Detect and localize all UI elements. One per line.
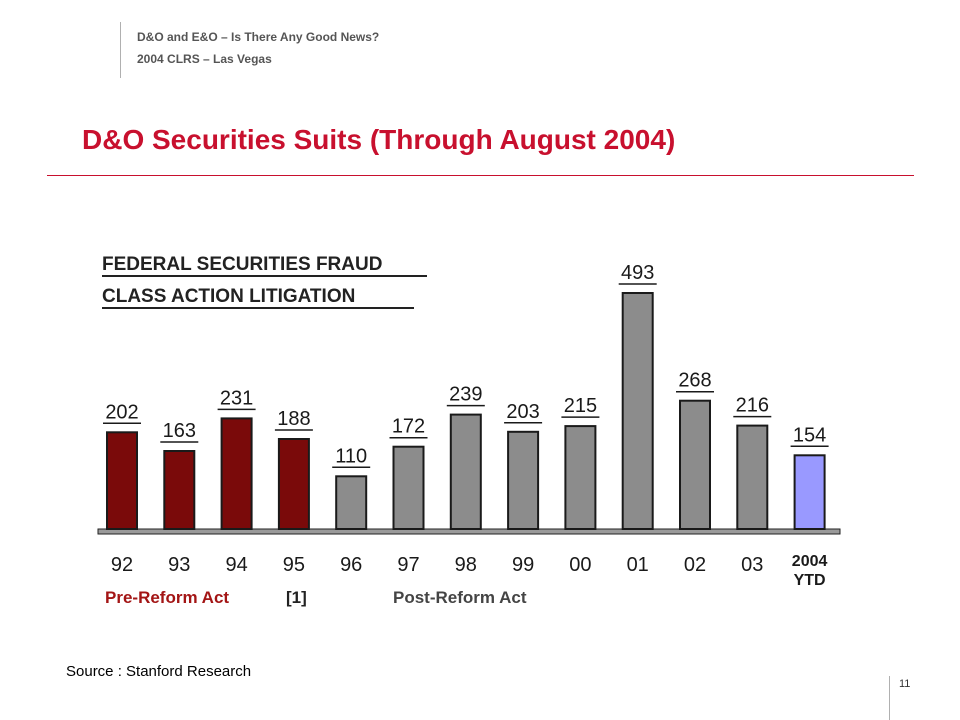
x-tick-label: 95 [283,554,305,576]
bar-94 [220,417,253,530]
bar-98 [449,413,482,531]
bar-96 [335,475,368,531]
x-tick-label: 2004 YTD [792,553,828,589]
chart-title-line-1: FEDERAL SECURITIES FRAUD [102,254,382,275]
x-tick-label: 93 [168,554,190,576]
value-label: 163 [163,420,196,442]
x-tick-label: 02 [684,554,706,576]
value-labels: 202 163 231 188 110 172 239 203 215 493 268 216 154 [103,262,829,469]
legend-post-reform: Post-Reform Act [393,588,527,607]
x-tick-label: 03 [741,554,763,576]
value-label: 268 [678,370,711,392]
value-label: 110 [335,445,367,467]
page-number: 11 [899,678,911,690]
chart-title-line-2: CLASS ACTION LITIGATION [102,286,355,307]
bar-93 [163,450,196,530]
bar-chart: FEDERAL SECURITIES FRAUD CLASS ACTION LI… [97,254,841,607]
value-label: 203 [506,401,539,423]
value-label: 215 [564,395,597,417]
value-label: 239 [449,384,482,406]
footer-divider [889,676,890,720]
bar-97 [392,445,425,530]
bar-03 [736,424,769,531]
legend-footnote: [1] [286,588,307,607]
x-tick-label: 01 [627,554,649,576]
x-tick-label: 94 [225,554,247,576]
x-tick-label: 96 [340,554,362,576]
source-note: Source : Stanford Research [66,663,252,680]
presentation-subtitle: 2004 CLRS – Las Vegas [137,52,272,66]
value-label: 493 [621,262,654,284]
value-label: 216 [736,395,769,417]
value-label: 231 [220,387,253,409]
bar-02 [679,399,711,530]
header-divider [120,22,121,78]
x-tick-label: 98 [455,554,477,576]
x-tick-label: 00 [569,554,591,576]
bar-92 [106,431,138,530]
bar-00 [564,425,597,531]
presentation-title: D&O and E&O – Is There Any Good News? [137,30,380,44]
bars [97,292,841,535]
slide-title: D&O Securities Suits (Through August 200… [82,124,676,155]
legend-pre-reform: Pre-Reform Act [105,588,229,607]
x-axis-labels: 92 93 94 95 96 97 98 99 00 01 02 03 2004 YTD [111,553,828,589]
bar-01 [621,292,654,530]
x-tick-label: 92 [111,554,133,576]
x-tick-label: 99 [512,554,534,576]
x-tick-label: 97 [397,554,419,576]
bar-95 [277,438,310,530]
value-label: 188 [277,408,310,430]
bar-2004-ytd [793,454,826,530]
title-underline [47,175,914,176]
value-label: 154 [793,424,826,446]
bar-99 [507,430,540,530]
value-label: 172 [392,416,425,438]
value-label: 202 [105,401,138,423]
